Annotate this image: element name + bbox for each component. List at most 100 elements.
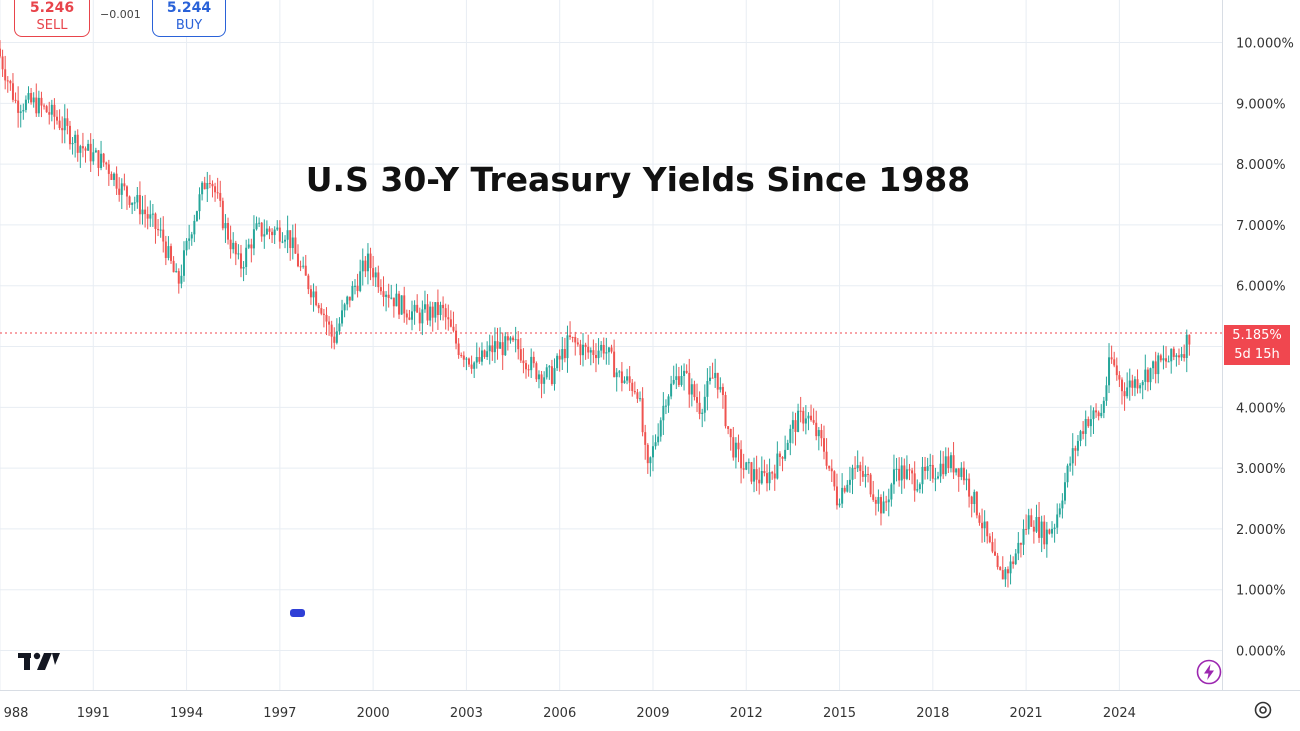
candle-body — [719, 386, 722, 390]
candle-body — [398, 293, 401, 315]
x-tick-label: 1991 — [77, 706, 110, 721]
candle-body — [22, 109, 25, 112]
candle-body — [35, 97, 38, 114]
candle-body — [1133, 379, 1136, 388]
buy-button[interactable]: 5.244 BUY — [152, 0, 226, 37]
candle-body — [587, 346, 590, 353]
candle-body — [258, 222, 261, 224]
candle-body — [765, 473, 768, 484]
candle-body — [351, 286, 354, 301]
candle-body — [478, 357, 481, 362]
candle-body — [125, 186, 128, 197]
candle-body — [499, 342, 502, 349]
candle-body — [286, 230, 289, 240]
y-tick-label: 3.000% — [1236, 462, 1286, 477]
candle-body — [791, 420, 794, 429]
candle-body — [514, 339, 517, 341]
drawing-marker[interactable] — [290, 609, 305, 617]
candle-body — [483, 350, 486, 358]
candle-body — [1004, 569, 1007, 580]
candle-body — [913, 473, 916, 491]
candle-body — [556, 355, 559, 369]
candle-body — [346, 296, 349, 305]
candle-body — [589, 350, 592, 353]
candle-body — [887, 499, 890, 503]
candle-body — [579, 344, 582, 356]
candle-body — [79, 146, 82, 153]
buy-price: 5.244 — [166, 0, 212, 16]
candle-body — [1100, 412, 1103, 417]
candle-body — [45, 106, 48, 113]
candle-body — [781, 457, 784, 459]
candle-body — [548, 366, 551, 368]
candle-body — [517, 339, 520, 350]
candle-body — [918, 484, 921, 490]
candle-body — [317, 305, 320, 309]
candle-body — [525, 363, 528, 370]
candle-body — [457, 343, 460, 356]
x-tick-label: 988 — [4, 706, 29, 721]
candle-body — [37, 97, 40, 114]
candle-body — [664, 405, 667, 407]
candle-body — [151, 213, 154, 215]
candle-body — [496, 341, 499, 349]
candle-body — [141, 209, 144, 215]
candle-body — [92, 152, 95, 162]
candle-body — [908, 469, 911, 471]
candle-body — [654, 442, 657, 447]
candle-body — [1051, 528, 1054, 534]
candle-body — [133, 202, 136, 204]
candle-body — [136, 195, 139, 203]
candle-body — [519, 349, 522, 361]
candle-body — [1084, 418, 1087, 434]
candle-body — [937, 476, 940, 479]
candle-body — [56, 116, 59, 121]
candle-body — [325, 314, 328, 322]
x-tick-label: 2015 — [823, 706, 856, 721]
candle-body — [794, 420, 797, 432]
candle-body — [747, 462, 750, 464]
lightning-icon[interactable] — [1196, 659, 1222, 685]
candle-body — [17, 100, 20, 113]
candle-body — [296, 253, 299, 267]
candle-body — [50, 104, 53, 115]
candle-body — [856, 465, 859, 469]
sell-button[interactable]: 5.246 SELL — [14, 0, 90, 37]
candle-body — [408, 317, 411, 320]
candle-body — [872, 494, 875, 500]
candle-body — [462, 355, 465, 360]
candle-body — [146, 214, 149, 219]
candle-body — [861, 470, 864, 477]
candle-body — [144, 209, 147, 215]
candle-body — [97, 150, 100, 168]
candle-body — [1009, 561, 1012, 574]
candle-body — [828, 465, 831, 469]
candle-body — [1162, 358, 1165, 361]
candle-body — [670, 383, 673, 397]
candle-body — [750, 462, 753, 482]
candle-body — [359, 271, 362, 291]
candle-body — [776, 453, 779, 479]
candle-body — [550, 366, 553, 385]
candle-body — [607, 347, 610, 353]
candle-body — [366, 253, 369, 272]
candle-body — [229, 239, 232, 250]
gear-icon[interactable] — [1252, 699, 1274, 721]
candle-body — [242, 266, 245, 269]
candle-body — [991, 542, 994, 552]
candle-body — [1097, 412, 1100, 417]
candle-body — [431, 306, 434, 318]
candle-body — [952, 455, 955, 473]
candle-body — [30, 93, 33, 103]
candle-body — [198, 194, 201, 212]
candle-body — [1053, 527, 1056, 529]
candle-body — [576, 342, 579, 345]
candle-body — [177, 271, 180, 284]
candle-body — [931, 464, 934, 479]
candle-body — [40, 97, 43, 106]
candle-body — [374, 272, 377, 278]
candle-body — [392, 297, 395, 307]
candle-body — [939, 463, 942, 477]
candle-body — [512, 337, 515, 341]
